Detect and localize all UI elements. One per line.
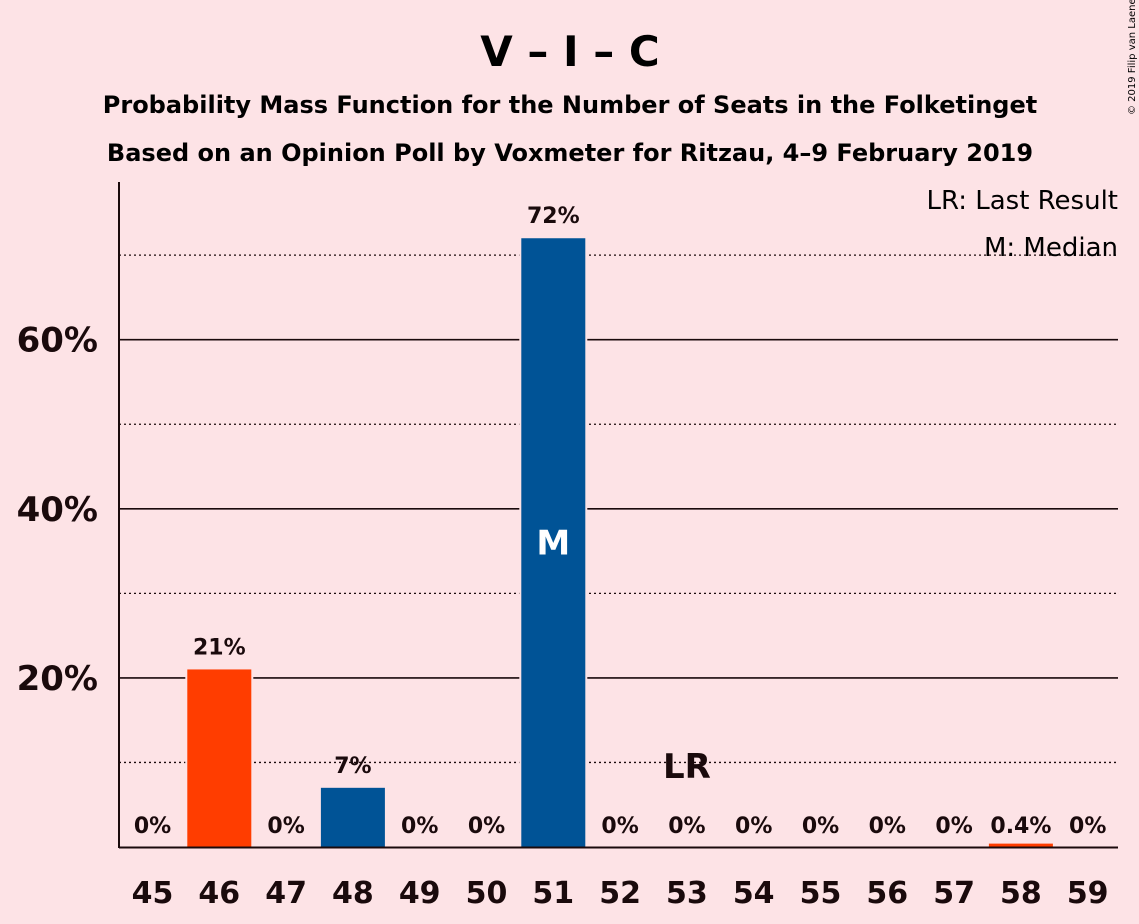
data-label-52: 0%	[601, 814, 638, 839]
data-label-56: 0%	[869, 814, 906, 839]
chart-subtitle-2: Based on an Opinion Poll by Voxmeter for…	[107, 139, 1033, 167]
x-tick-label: 46	[198, 876, 240, 911]
x-tick-label: 59	[1067, 876, 1109, 911]
last-result-marker: LR	[663, 747, 711, 787]
gridlines: 20% 40% 60%	[17, 254, 1118, 764]
x-tick-label: 45	[132, 876, 174, 911]
data-label-49: 0%	[401, 814, 438, 839]
chart-title: V – I – C	[480, 27, 659, 76]
x-tick-label: 55	[800, 876, 842, 911]
median-marker: M	[536, 524, 570, 564]
copyright-notice: © 2019 Filip van Laenen	[1127, 0, 1138, 115]
data-label-51: 72%	[527, 204, 580, 229]
data-label-46: 21%	[193, 635, 246, 660]
data-label-48: 7%	[334, 754, 371, 779]
axes	[118, 182, 1118, 849]
x-tick-label: 54	[733, 876, 775, 911]
legend-last-result: LR: Last Result	[926, 186, 1118, 216]
data-label-47: 0%	[267, 814, 304, 839]
x-tick-label: 52	[599, 876, 641, 911]
x-tick-label: 48	[332, 876, 374, 911]
data-label-59: 0%	[1069, 814, 1106, 839]
bars	[185, 236, 1055, 848]
legend-median: M: Median	[984, 233, 1118, 263]
bar-46	[187, 669, 252, 847]
x-tick-label: 58	[1000, 876, 1042, 911]
x-tick-label: 51	[532, 876, 574, 911]
data-label-58: 0.4%	[990, 814, 1051, 839]
data-label-55: 0%	[802, 814, 839, 839]
x-tick-label: 56	[866, 876, 908, 911]
bar-48	[320, 787, 385, 847]
data-label-50: 0%	[468, 814, 505, 839]
x-tick-label: 57	[933, 876, 975, 911]
x-tick-label: 49	[399, 876, 441, 911]
y-tick-label: 20%	[17, 659, 98, 699]
bar-58	[988, 843, 1053, 847]
y-tick-label: 60%	[17, 321, 98, 361]
x-tick-label: 47	[265, 876, 307, 911]
data-labels: 0% 45 21% 46 0% 47 7% 48 0% 49 0% 50 72% 51 M 0% 52 0% 53 L…	[132, 204, 1109, 911]
y-tick-label: 40%	[17, 490, 98, 530]
data-label-53: 0%	[668, 814, 705, 839]
data-label-54: 0%	[735, 814, 772, 839]
x-tick-label: 53	[666, 876, 708, 911]
bar-51	[521, 238, 586, 848]
chart-subtitle-1: Probability Mass Function for the Number…	[103, 91, 1037, 119]
data-label-57: 0%	[935, 814, 972, 839]
x-tick-label: 50	[466, 876, 508, 911]
data-label-45: 0%	[134, 814, 171, 839]
